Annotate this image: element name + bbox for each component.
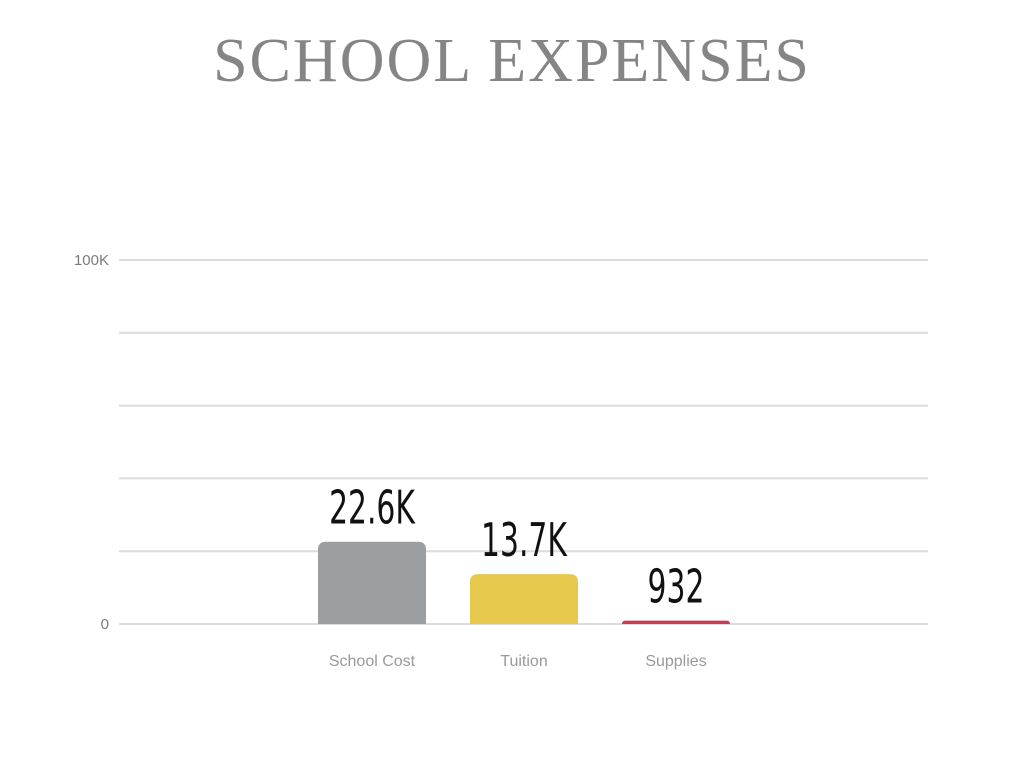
category-label-0: School Cost bbox=[329, 653, 416, 670]
category-label-2: Supplies bbox=[645, 653, 706, 670]
y-tick-label-0: 0 bbox=[101, 616, 109, 633]
bar-0 bbox=[318, 541, 426, 624]
data-label-1: 13.7K bbox=[481, 515, 568, 568]
bar-2 bbox=[622, 620, 730, 624]
category-label-1: Tuition bbox=[500, 653, 547, 670]
data-label-0: 22.6K bbox=[329, 482, 416, 535]
chart-title: SCHOOL EXPENSES bbox=[213, 27, 811, 95]
y-tick-label-5: 100K bbox=[74, 252, 109, 269]
data-label-2: 932 bbox=[648, 561, 705, 614]
bar-1 bbox=[470, 574, 578, 624]
